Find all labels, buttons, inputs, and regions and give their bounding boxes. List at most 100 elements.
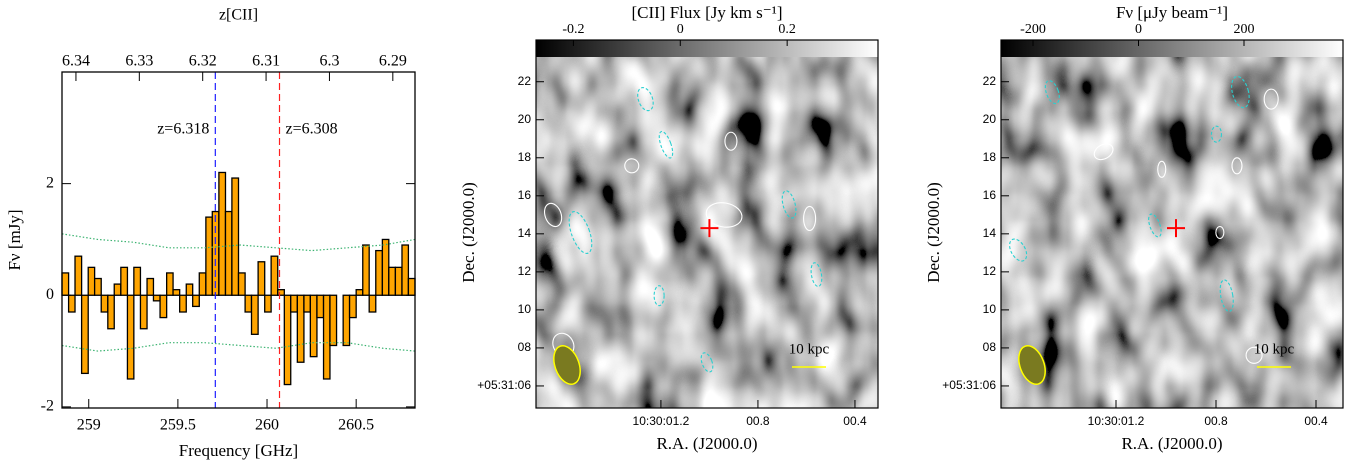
spectrum-bar: [218, 171, 227, 296]
x-axis-label: Frequency [GHz]: [179, 441, 298, 460]
contour: [568, 211, 593, 254]
contour: [1210, 125, 1223, 143]
y-tick-label: 16: [518, 188, 532, 202]
spectrum-bar: [113, 283, 122, 296]
spectrum-bar: [80, 294, 89, 375]
spectrum-bar: [237, 272, 246, 296]
contour: [803, 205, 817, 232]
spectrum-bar: [120, 266, 129, 296]
map-title: Fν [μJy beam⁻¹]: [1116, 3, 1228, 22]
spectrum-bar: [348, 294, 357, 319]
spectrum-bar: [355, 289, 364, 296]
contour: [1215, 225, 1225, 240]
redshift-label: z=6.308: [286, 121, 338, 138]
contour: [1245, 346, 1263, 364]
spectrum-bar: [277, 289, 285, 296]
contour: [705, 202, 743, 228]
contour: [724, 131, 738, 151]
spectrum-bar: [231, 177, 240, 296]
colorbar-tick-label: -0.2: [562, 22, 584, 37]
spectrum-bar: [93, 277, 102, 296]
spectrum-bar: [87, 266, 96, 296]
y-tick-label: 10: [518, 302, 532, 316]
spectrum-bar: [126, 294, 135, 380]
contour: [653, 285, 665, 307]
spectrum-bar: [407, 277, 416, 296]
spectrum-bar: [250, 294, 259, 335]
spectrum-bar: [179, 294, 187, 313]
x2-tick-label: 6.31: [252, 53, 280, 70]
scale-bar-label: 10 kpc: [1254, 341, 1295, 357]
spectrum-bar: [270, 255, 279, 296]
y-tick-label: +05:31:06: [942, 378, 996, 392]
map-title: [CII] Flux [Jy km s⁻¹]: [631, 3, 782, 22]
colorbar-tick-label: 0.2: [778, 22, 796, 37]
contour: [1093, 143, 1114, 161]
noise-line: [61, 342, 416, 352]
contour: [1044, 80, 1060, 105]
spectrum-bar: [146, 277, 155, 296]
spectrum-bar: [224, 210, 233, 296]
source-marker: [1167, 219, 1185, 238]
y-axis-label: Fν [mJy]: [5, 209, 24, 270]
colorbar-tick-label: 200: [1233, 22, 1254, 37]
y-tick-label: +05:31:06: [477, 378, 531, 392]
y-tick-label: 20: [518, 112, 532, 126]
spectrum-bar: [198, 272, 207, 296]
spectrum-bar: [375, 249, 384, 296]
spectrum-bar: [368, 294, 377, 313]
y-tick-label: 20: [983, 112, 997, 126]
contour: [700, 352, 714, 373]
contour: [624, 158, 640, 174]
spectrum-bar: [133, 266, 142, 296]
map-frame: [1000, 39, 1344, 409]
contour: [637, 87, 654, 112]
x2-tick-label: 6.34: [62, 53, 90, 70]
map-image: [1001, 57, 1343, 408]
y-tick-label: 22: [518, 74, 532, 88]
y-axis-label: Dec. (J2000.0): [924, 182, 943, 283]
spectrum-bar: [152, 294, 161, 302]
x-tick-label: 10:30:01.2: [1088, 414, 1145, 428]
y-tick-label: 12: [518, 264, 532, 278]
spectrum-bar: [257, 261, 266, 296]
spectrum-bar: [342, 294, 351, 347]
spectrum-bar: [290, 294, 298, 313]
x-tick-label: 00.8: [1204, 414, 1228, 428]
y-tick-label: 18: [518, 150, 532, 164]
redshift-label: z=6.318: [157, 121, 209, 138]
x-axis-label: R.A. (J2000.0): [656, 434, 757, 453]
contour: [1009, 238, 1028, 262]
contour: [1231, 75, 1250, 109]
spectrum-bar: [362, 244, 370, 296]
spectrum-bar: [388, 266, 397, 296]
x2-tick-label: 6.29: [379, 53, 407, 70]
spectrum-bar: [244, 294, 253, 313]
spectrum-bar: [107, 294, 115, 330]
contour: [1231, 157, 1243, 175]
contour: [658, 130, 674, 159]
contour: [810, 262, 823, 288]
spectrum-bar: [381, 238, 390, 296]
beam: [553, 345, 581, 385]
spectrum-bar: [159, 294, 168, 319]
contour: [1157, 160, 1167, 178]
x-axis-label: R.A. (J2000.0): [1121, 434, 1222, 453]
y-tick-label: 2: [46, 174, 54, 191]
colorbar-tick-label: -200: [1020, 22, 1046, 37]
x2-tick-label: 6.32: [189, 53, 217, 70]
y-axis-label: Dec. (J2000.0): [459, 182, 478, 283]
spectrum-bar: [100, 294, 109, 313]
spectrum-bar: [185, 283, 194, 296]
x-tick-label: 259.5: [160, 417, 196, 434]
spectrum-bar: [166, 272, 174, 296]
scale-bar-label: 10 kpc: [789, 341, 830, 357]
spectrum-bar: [264, 294, 272, 313]
noise-line: [61, 233, 416, 252]
x-tick-label: 259: [77, 417, 101, 434]
map-image: [536, 57, 878, 408]
spectrum-bar: [322, 294, 331, 380]
spectrum-bar: [74, 255, 83, 296]
x-tick-label: 00.4: [843, 414, 867, 428]
